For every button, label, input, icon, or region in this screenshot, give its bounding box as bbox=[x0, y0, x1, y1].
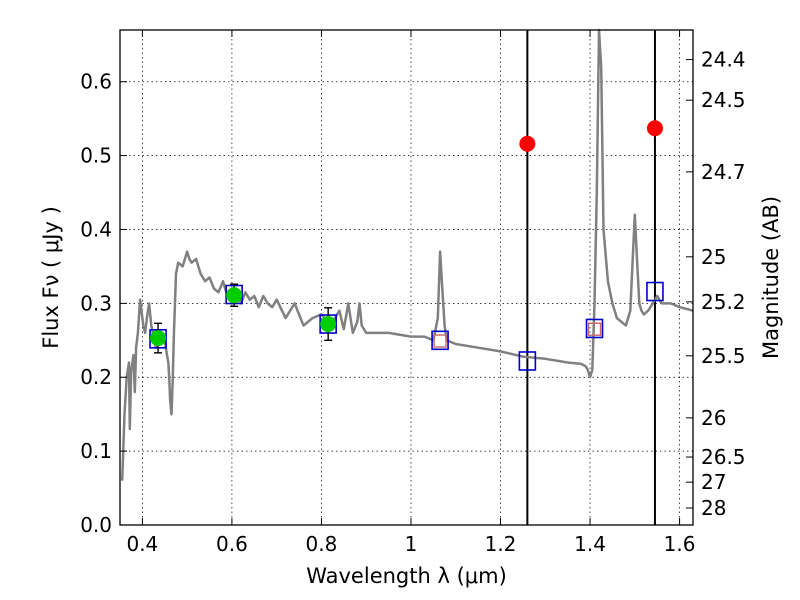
x-tick-label: 0.8 bbox=[306, 532, 338, 556]
y2-tick-label: 28 bbox=[701, 496, 726, 520]
y2-tick-label: 25.2 bbox=[701, 290, 746, 314]
y-axis-label: Flux Fν ( μJy ) bbox=[39, 206, 63, 349]
y2-tick-label: 25 bbox=[701, 245, 726, 269]
model-photometry-square bbox=[431, 330, 449, 351]
x-tick-label: 1.2 bbox=[485, 532, 517, 556]
y2-tick-label: 24.7 bbox=[701, 160, 746, 184]
x-tick-label: 0.6 bbox=[216, 532, 248, 556]
model-spectrum bbox=[120, 28, 694, 481]
y2-axis-label: Magnitude (AB) bbox=[759, 196, 783, 359]
y2-tick-label: 25.5 bbox=[701, 344, 746, 368]
axis-ticks: 0.4 0.6 0.8 1 1.2 1.4 1.6 0.0 0.1 0.2 0.3 0.4 0.5 0.6… bbox=[80, 30, 746, 556]
y-tick-label: 0.0 bbox=[80, 513, 112, 537]
small-red-square bbox=[433, 334, 447, 348]
model-photometry-square bbox=[585, 318, 604, 339]
vertical-lines bbox=[526, 30, 656, 525]
plot-frame bbox=[119, 29, 694, 526]
y2-tick-label: 26 bbox=[701, 406, 726, 430]
y2-tick-label: 24.4 bbox=[701, 48, 746, 72]
y-tick-label: 0.4 bbox=[80, 217, 112, 241]
y-tick-label: 0.3 bbox=[80, 291, 112, 315]
x-tick-label: 1.4 bbox=[574, 532, 606, 556]
detection-point bbox=[226, 287, 243, 304]
y-tick-label: 0.1 bbox=[80, 439, 112, 463]
y-tick-label: 0.5 bbox=[80, 144, 112, 168]
y-tick-label: 0.2 bbox=[80, 365, 112, 389]
model-photometry-square bbox=[646, 281, 664, 302]
x-tick-label: 1.6 bbox=[664, 532, 696, 556]
y2-tick-label: 24.5 bbox=[701, 88, 746, 112]
y2-tick-label: 26.5 bbox=[701, 445, 746, 469]
model-photometry-square bbox=[518, 351, 537, 371]
detection-point bbox=[150, 330, 167, 347]
small-red-square bbox=[587, 322, 602, 336]
x-axis-label: Wavelength λ (μm) bbox=[306, 564, 507, 588]
x-tick-label: 0.4 bbox=[126, 532, 158, 556]
upper-limit-point bbox=[646, 120, 663, 137]
x-tick-label: 1 bbox=[405, 532, 418, 556]
detection-point bbox=[320, 316, 337, 333]
y2-tick-label: 27 bbox=[701, 470, 726, 494]
model-spectrum-line bbox=[120, 28, 694, 481]
upper-limit-point bbox=[519, 135, 536, 152]
data-points bbox=[149, 120, 664, 371]
y-tick-label: 0.6 bbox=[80, 70, 112, 94]
